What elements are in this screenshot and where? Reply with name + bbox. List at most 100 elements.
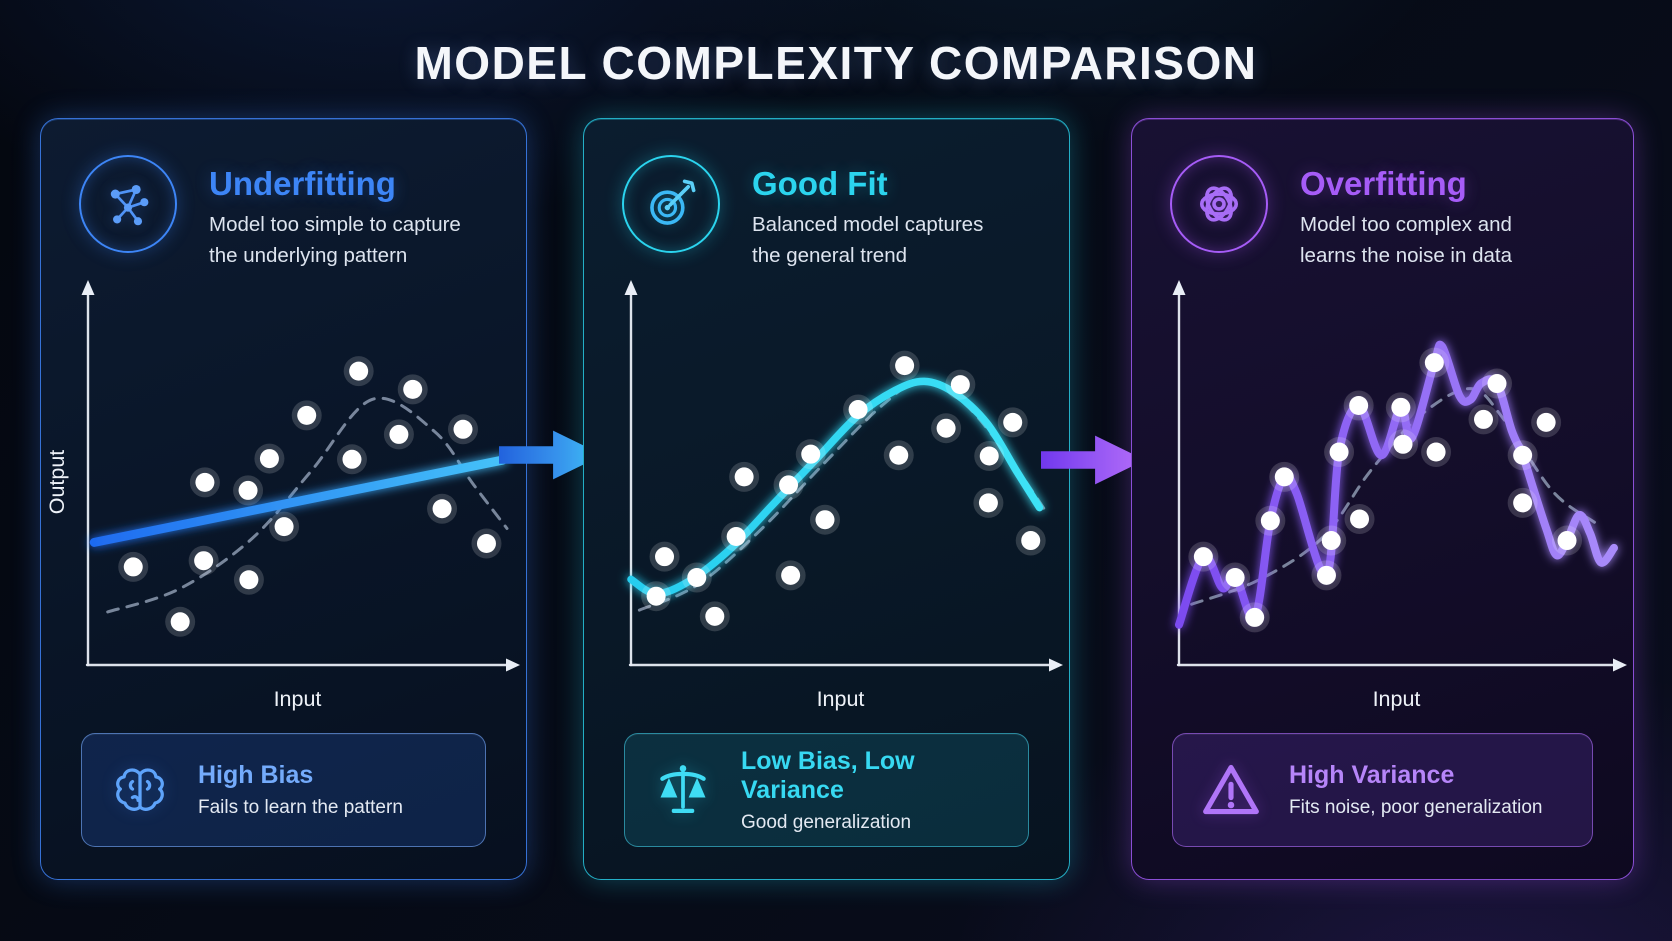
panel-overfitting: Overfitting Model too complex and learns… <box>1131 118 1634 880</box>
model-fit-curve <box>627 377 1044 598</box>
data-point <box>239 570 259 590</box>
y-axis-arrow <box>1172 280 1186 295</box>
data-point <box>705 606 725 626</box>
panel-description: Model too complex and learns the noise i… <box>1300 213 1512 267</box>
badge-low-bias-low-variance: Low Bias, Low Variance Good generalizati… <box>624 733 1029 847</box>
data-point <box>1426 442 1446 462</box>
y-axis-arrow <box>624 280 638 295</box>
badge-title: High Bias <box>198 761 314 789</box>
badge-high-variance: High Variance Fits noise, poor generaliz… <box>1172 733 1593 847</box>
chart-overfitting: Input <box>1172 280 1627 711</box>
data-point <box>1391 397 1411 417</box>
data-point <box>726 527 746 547</box>
data-point <box>1424 353 1444 373</box>
model-fit-curve <box>89 455 508 547</box>
data-point <box>848 400 868 420</box>
badge-text: High Variance Fits noise, poor generaliz… <box>1289 761 1542 819</box>
data-point <box>170 612 190 632</box>
data-point <box>349 361 369 381</box>
data-point <box>978 493 998 513</box>
panel-description: Balanced model captures the general tren… <box>752 213 984 267</box>
target-icon <box>622 155 720 253</box>
panel-header-text: Underfitting Model too simple to capture… <box>209 155 481 272</box>
data-point <box>801 444 821 464</box>
data-point <box>194 551 214 571</box>
badge-text: High Bias Fails to learn the pattern <box>198 761 403 819</box>
data-point <box>1350 509 1370 529</box>
knot-icon <box>1170 155 1268 253</box>
page-title: MODEL COMPLEXITY COMPARISON <box>414 37 1258 89</box>
data-point <box>979 446 999 466</box>
panel-title: Underfitting <box>209 165 396 202</box>
badge-subtitle: Fails to learn the pattern <box>198 797 403 818</box>
data-point <box>779 475 799 495</box>
badge-text: Low Bias, Low Variance Good generalizati… <box>741 747 1002 834</box>
badge-title: High Variance <box>1289 761 1455 789</box>
badge-high-bias: High Bias Fails to learn the pattern <box>81 733 486 847</box>
y-axis-label: Output <box>45 450 69 515</box>
data-point <box>1513 445 1533 465</box>
x-axis-arrow <box>506 658 520 672</box>
panel-good-fit: Good Fit Balanced model captures the gen… <box>583 118 1070 880</box>
warning-icon <box>1199 758 1263 822</box>
panel-title: Overfitting <box>1300 165 1467 202</box>
panel-header-text: Overfitting Model too complex and learns… <box>1300 155 1572 272</box>
data-point <box>432 499 452 519</box>
data-point <box>1536 412 1556 432</box>
data-point <box>259 449 279 469</box>
data-point <box>1260 511 1280 531</box>
data-point <box>895 356 915 376</box>
data-point <box>195 472 215 492</box>
panel-title: Good Fit <box>752 165 888 202</box>
y-axis-arrow <box>81 280 95 295</box>
x-axis-label: Input <box>817 687 865 711</box>
data-point <box>1316 565 1336 585</box>
panel-header-text: Good Fit Balanced model captures the gen… <box>752 155 1004 272</box>
badge-subtitle: Good generalization <box>741 811 912 833</box>
data-point <box>687 568 707 588</box>
data-point <box>1021 531 1041 551</box>
data-point <box>1225 568 1245 588</box>
data-point <box>950 375 970 395</box>
data-point <box>238 480 258 500</box>
data-point <box>1393 434 1413 454</box>
panel-header: Underfitting Model too simple to capture… <box>79 155 510 272</box>
data-point <box>1245 607 1265 627</box>
scale-icon <box>651 758 715 822</box>
data-point <box>889 445 909 465</box>
brain-icon <box>108 758 172 822</box>
data-point <box>646 586 666 606</box>
data-point <box>403 379 423 399</box>
data-point <box>936 418 956 438</box>
data-point <box>274 517 294 537</box>
data-point <box>342 449 362 469</box>
data-point <box>1487 374 1507 394</box>
data-point <box>734 467 754 487</box>
panel-header: Overfitting Model too complex and learns… <box>1170 155 1617 272</box>
data-point <box>453 419 473 439</box>
data-point <box>1513 493 1533 513</box>
x-axis-label: Input <box>274 687 322 711</box>
panel-header: Good Fit Balanced model captures the gen… <box>622 155 1053 272</box>
data-point <box>781 565 801 585</box>
data-point <box>1474 409 1493 429</box>
data-point <box>1329 442 1349 462</box>
data-point <box>1321 531 1341 551</box>
data-point <box>1193 547 1213 567</box>
panel-description: Model too simple to capture the underlyi… <box>209 213 461 267</box>
data-point <box>389 424 409 444</box>
panel-underfitting: Underfitting Model too simple to capture… <box>40 118 527 880</box>
data-point <box>815 510 835 530</box>
data-point <box>476 533 496 553</box>
data-point <box>1003 412 1023 432</box>
data-point <box>1274 467 1294 487</box>
badge-subtitle: Fits noise, poor generalization <box>1289 797 1543 818</box>
data-point <box>123 557 143 577</box>
chart-underfitting: Input Output <box>45 280 520 711</box>
chart-good-fit: Input <box>624 280 1063 711</box>
data-point <box>297 405 317 425</box>
true-pattern-curve <box>106 396 509 614</box>
x-axis-label: Input <box>1373 687 1421 711</box>
network-icon <box>79 155 177 253</box>
data-point <box>1349 396 1369 416</box>
